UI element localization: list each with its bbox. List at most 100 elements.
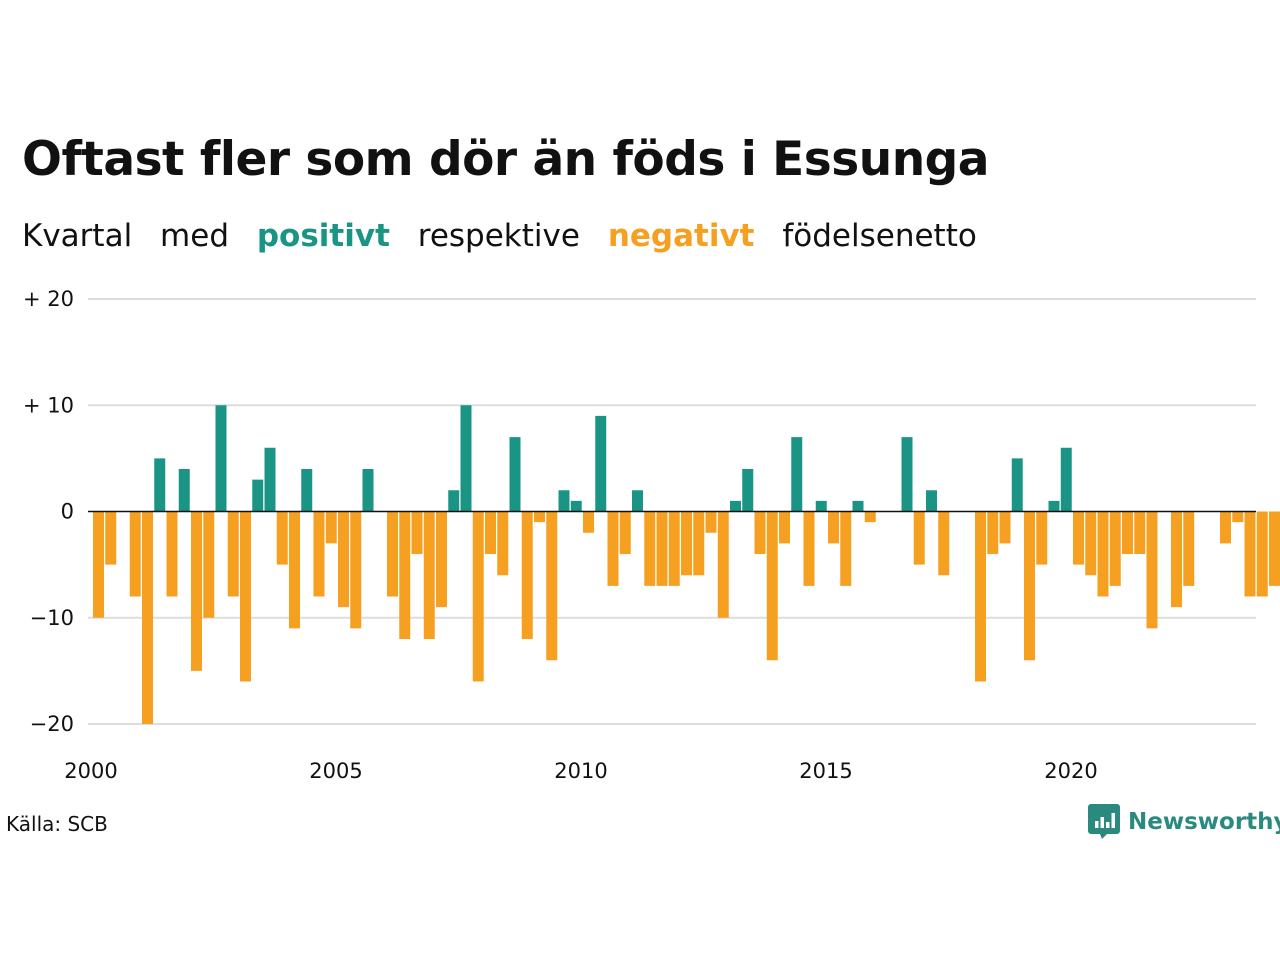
bar-negative — [1109, 511, 1121, 586]
x-tick-label: 2005 — [309, 759, 362, 783]
bar-negative — [350, 511, 362, 629]
y-axis-labels: + 20 + 10 0 −10 −20 — [23, 287, 74, 736]
bar-negative — [497, 511, 509, 576]
bar-negative — [1134, 511, 1146, 554]
bar-negative — [1024, 511, 1035, 661]
bar-negative — [423, 511, 435, 639]
bar-negative — [534, 511, 545, 523]
bar-positive — [1011, 458, 1023, 512]
source-note: Källa: SCB — [6, 812, 108, 836]
bar-negative — [105, 511, 117, 565]
bar-negative — [619, 511, 631, 554]
bar-negative — [387, 511, 398, 597]
bar-negative — [1085, 511, 1097, 576]
bar-negative — [1232, 511, 1244, 523]
bar-negative — [705, 511, 717, 533]
bar-negative — [656, 511, 668, 586]
brand-logo: Newsworthy — [1088, 804, 1280, 840]
bar-negative — [1122, 511, 1133, 554]
bar-negative — [840, 511, 852, 586]
y-tick-label: 0 — [61, 500, 74, 524]
bar-positive — [815, 500, 827, 512]
bar-negative — [975, 511, 986, 682]
bar-negative — [485, 511, 496, 554]
bar-positive — [1060, 447, 1072, 512]
bar-negative — [766, 511, 778, 661]
bar-negative — [999, 511, 1011, 544]
bar-negative — [1269, 511, 1280, 586]
bar-negative — [436, 511, 447, 608]
chart-title: Oftast fler som dör än föds i Essunga — [22, 132, 990, 187]
bar-negative — [142, 511, 153, 724]
brand-name: Newsworthy — [1128, 809, 1280, 835]
bar-negative — [276, 511, 288, 565]
bar-negative — [913, 511, 925, 565]
bar-negative — [693, 511, 705, 576]
x-tick-label: 2020 — [1044, 759, 1097, 783]
bar-negative — [1171, 511, 1182, 608]
bar-positive — [901, 437, 913, 512]
y-tick-label: + 20 — [23, 287, 74, 311]
bar-negative — [166, 511, 178, 597]
bar-negative — [803, 511, 815, 586]
bar-negative — [240, 511, 251, 682]
bar-positive — [742, 469, 754, 512]
bar-positive — [595, 415, 607, 512]
bar-negative — [546, 511, 558, 661]
bar-negative — [668, 511, 680, 586]
subtitle-word-med: med — [160, 218, 229, 254]
bar-positive — [215, 405, 227, 512]
bar-negative — [754, 511, 766, 554]
bar-positive — [252, 479, 264, 512]
chart-subtitle: Kvartal med positivt respektive negativt… — [22, 218, 995, 254]
bar-positive — [178, 469, 190, 512]
bar-negative — [1146, 511, 1158, 629]
bar-positive — [632, 490, 643, 512]
bar-positive — [791, 437, 803, 512]
bar-negative — [644, 511, 656, 586]
bar-positive — [926, 490, 937, 512]
bar-positive — [852, 500, 864, 512]
bar-positive — [448, 490, 460, 512]
bar-negative — [1220, 511, 1231, 544]
y-tick-label: −10 — [30, 606, 74, 630]
bar-negative — [1036, 511, 1048, 565]
subtitle-positive-label: positivt — [256, 218, 390, 254]
x-tick-label: 2000 — [64, 759, 117, 783]
bar-negative — [987, 511, 999, 554]
bar-negative — [607, 511, 619, 586]
bar-negative — [227, 511, 239, 597]
bar-negative — [338, 511, 349, 608]
bar-negative — [717, 511, 729, 618]
bar-positive — [558, 490, 570, 512]
bar-negative — [129, 511, 141, 597]
bar-positive — [264, 447, 276, 512]
bar-negative — [1244, 511, 1256, 597]
subtitle-word-kvartal: Kvartal — [22, 218, 133, 254]
bar-positive — [1048, 500, 1060, 512]
bar-positive — [460, 405, 472, 512]
bar-negative — [1256, 511, 1268, 597]
bar-negative — [1183, 511, 1195, 586]
newsworthy-logo-icon — [1088, 804, 1120, 839]
bar-positive — [570, 500, 582, 512]
bars — [93, 405, 1280, 724]
bar-negative — [779, 511, 790, 544]
y-tick-label: −20 — [30, 712, 74, 736]
subtitle-negative-label: negativt — [607, 218, 755, 254]
bar-negative — [521, 511, 533, 639]
bar-negative — [411, 511, 423, 554]
bar-positive — [301, 469, 313, 512]
bar-negative — [828, 511, 839, 544]
bar-negative — [191, 511, 202, 671]
x-tick-label: 2010 — [554, 759, 607, 783]
bar-negative — [203, 511, 215, 618]
bar-negative — [325, 511, 337, 544]
y-tick-label: + 10 — [23, 393, 74, 417]
grid-lines — [88, 298, 1256, 725]
bar-positive — [730, 500, 741, 512]
subtitle-word-respektive: respektive — [417, 218, 580, 254]
bar-positive — [362, 469, 374, 512]
bar-negative — [938, 511, 950, 576]
